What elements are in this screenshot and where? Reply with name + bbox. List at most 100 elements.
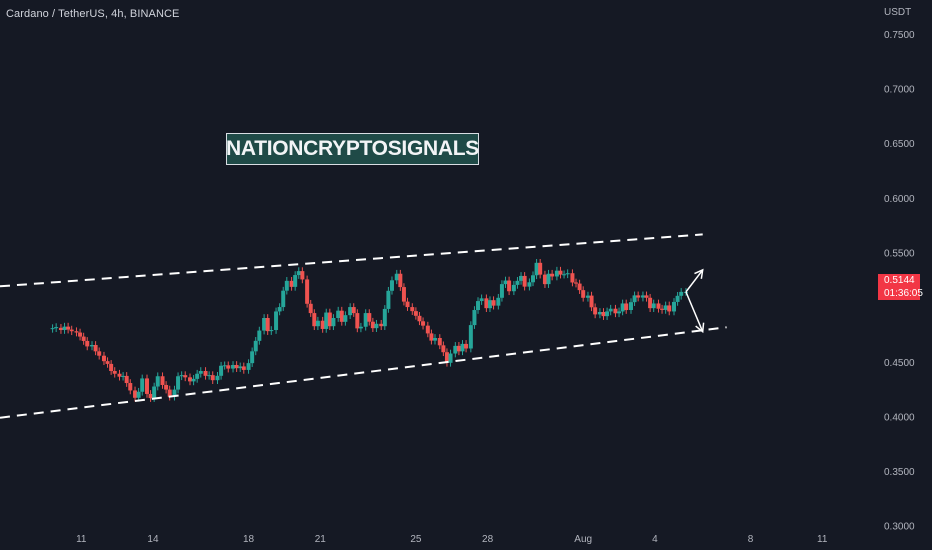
candle-body xyxy=(198,371,203,374)
candle-body xyxy=(370,321,375,329)
candle-body xyxy=(191,378,196,382)
candle-body xyxy=(152,386,157,399)
candle-body xyxy=(636,295,641,298)
candle-body xyxy=(320,320,325,329)
candle-body xyxy=(476,301,481,311)
candle-body xyxy=(262,318,267,331)
channel-upper xyxy=(0,233,703,288)
time-tick-label: 21 xyxy=(315,534,327,545)
price-tick-label: 0.7000 xyxy=(884,85,915,96)
candle-body xyxy=(593,307,598,315)
candle-body xyxy=(85,340,90,347)
candle-body xyxy=(155,376,160,387)
candle-body xyxy=(284,280,289,291)
price-axis-unit: USDT xyxy=(884,7,911,18)
candle-body xyxy=(339,310,344,322)
candle-body xyxy=(491,300,496,306)
candle-body xyxy=(133,390,138,398)
candle-body xyxy=(530,275,535,283)
candle-body xyxy=(542,274,547,285)
chart-title: Cardano / TetherUS, 4h, BINANCE xyxy=(6,8,180,20)
candle-body xyxy=(597,311,602,315)
candle-body xyxy=(215,375,220,381)
candle-body xyxy=(324,312,329,329)
candle-body xyxy=(90,344,95,347)
candle-body xyxy=(648,297,653,309)
candle-body xyxy=(97,351,102,356)
candle-body xyxy=(389,280,394,291)
time-tick-label: 8 xyxy=(748,534,754,545)
candle-body xyxy=(672,301,677,312)
candle-body xyxy=(293,275,298,287)
candle-body xyxy=(456,345,461,352)
candle-body xyxy=(417,315,422,322)
candle-body xyxy=(188,377,193,382)
last-price-value: 0.5144 xyxy=(884,275,915,286)
candle-body xyxy=(679,291,684,296)
candle-body xyxy=(257,330,262,341)
candle-body xyxy=(312,313,317,327)
price-tick-label: 0.3500 xyxy=(884,467,915,478)
candle-body xyxy=(234,364,239,369)
candle-body xyxy=(207,375,212,377)
candle-body xyxy=(410,307,415,312)
last-price-badge: 0.5144 01:36:05 xyxy=(878,274,923,300)
candle-body xyxy=(562,274,567,276)
candle-body xyxy=(203,371,208,376)
candle-body xyxy=(565,273,570,275)
candle-body xyxy=(183,375,188,378)
candle-body xyxy=(121,375,126,377)
candle-body xyxy=(558,270,563,275)
candle-body xyxy=(348,307,353,316)
arrow-down-head xyxy=(695,322,705,334)
time-tick-label: 25 xyxy=(410,534,422,545)
candle-body xyxy=(546,273,551,285)
candle-body xyxy=(522,275,527,287)
candle-body xyxy=(632,295,637,303)
candle-body xyxy=(624,303,629,311)
candle-body xyxy=(605,311,610,317)
time-tick-label: 4 xyxy=(652,534,658,545)
candle-body xyxy=(554,270,559,277)
candle-body xyxy=(105,361,110,364)
candle-body xyxy=(379,323,384,327)
candle-body xyxy=(253,340,258,352)
time-tick-label: 14 xyxy=(147,534,159,545)
candle-body xyxy=(367,313,372,322)
candle-body xyxy=(675,295,680,302)
candle-body xyxy=(405,301,410,308)
candle-body xyxy=(265,318,270,332)
candle-body xyxy=(117,373,122,377)
candle-body xyxy=(628,302,633,311)
candle-body xyxy=(574,282,579,284)
candle-body xyxy=(534,262,539,276)
candle-body xyxy=(496,297,501,306)
candle-body xyxy=(511,284,516,292)
price-tick-label: 0.3000 xyxy=(884,522,915,533)
candle-body xyxy=(281,290,286,308)
candle-body xyxy=(519,275,524,281)
candle-body xyxy=(613,308,618,314)
candle-body xyxy=(109,363,114,372)
arrow-down xyxy=(685,291,704,332)
candle-body xyxy=(538,262,543,275)
candle-body xyxy=(640,295,645,298)
candle-body xyxy=(50,328,55,330)
candle-body xyxy=(644,295,649,298)
candle-body xyxy=(460,343,465,352)
candle-body xyxy=(441,345,446,353)
candle-body xyxy=(269,330,274,332)
candle-body xyxy=(69,329,74,332)
candle-body xyxy=(358,326,363,329)
price-tick-label: 0.5500 xyxy=(884,248,915,259)
candle-body xyxy=(222,365,227,367)
candle-body xyxy=(327,312,332,327)
price-tick-label: 0.4000 xyxy=(884,412,915,423)
candle-body xyxy=(507,280,512,292)
candle-body xyxy=(160,376,165,385)
candle-body xyxy=(620,303,625,312)
watermark-banner: NATIONCRYPTOSIGNALS xyxy=(226,133,479,165)
candle-body xyxy=(331,318,336,327)
candle-body xyxy=(274,311,279,331)
